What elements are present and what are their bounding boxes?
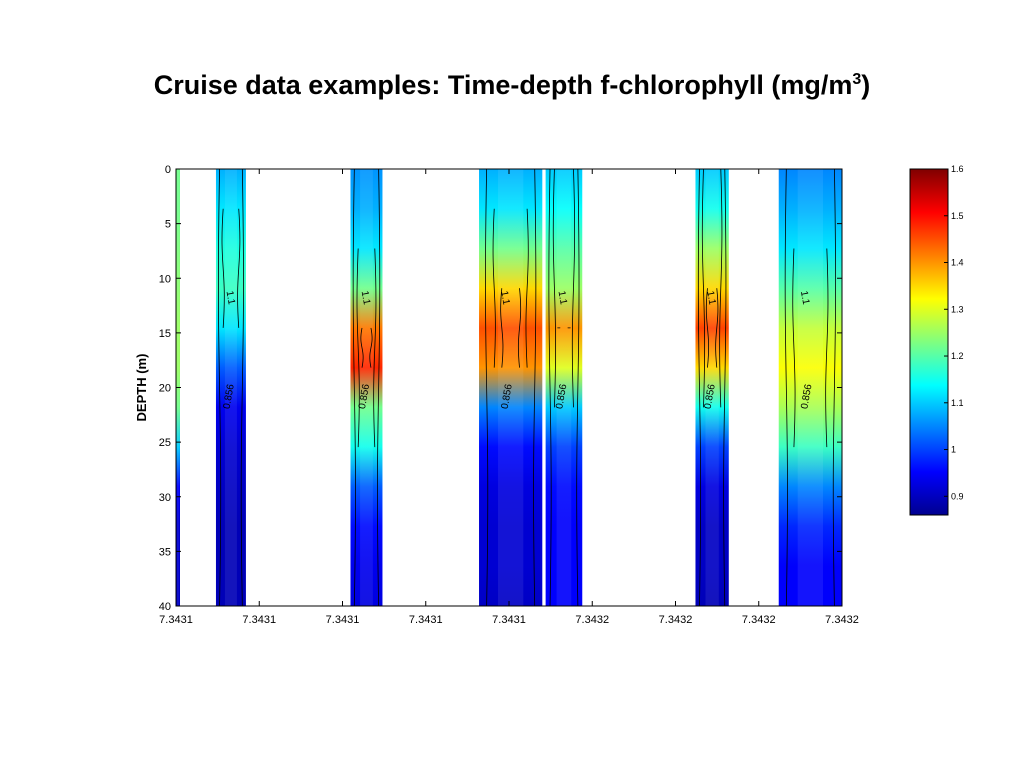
profile-strip-5 [545, 169, 583, 606]
profile-strip-fill [350, 169, 383, 606]
x-tick-label: 7.3431 [492, 614, 526, 626]
contour-line [701, 168, 723, 408]
colorbar-tick-label: 1.5 [951, 211, 964, 221]
x-tick-label: 7.3431 [409, 614, 443, 626]
profile-strip-2 [215, 169, 246, 606]
contour-label: 1.1 [798, 290, 811, 306]
profile-strip-fill [778, 169, 842, 606]
x-tick-label: 7.3432 [575, 614, 609, 626]
contour-label: 0.856 [554, 383, 569, 410]
contour-layer: 1.1 0.856 1.1 0.856 1.1 0.856 1.1 0.856 1.1 0.856… [218, 168, 836, 607]
y-tick-label: 35 [159, 546, 171, 558]
contour-label: 1.1 [704, 290, 717, 306]
colorbar-ticks: 0.9 1 1.1 1.2 1.3 1.4 1.5 1.6 [944, 164, 964, 501]
profile-strip-7 [778, 169, 842, 606]
x-tick-label: 7.3432 [659, 614, 693, 626]
profile-strip-6 [695, 169, 729, 606]
contour-label: 0.856 [357, 383, 372, 410]
contour-line [697, 168, 727, 607]
contour-line [705, 288, 719, 368]
colorbar: 0.9 1 1.1 1.2 1.3 1.4 1.5 1.6 [909, 164, 964, 516]
contour-line [360, 327, 373, 368]
profile-strip-texture [224, 169, 237, 606]
x-tick-label: 7.3431 [326, 614, 360, 626]
colorbar-tick-label: 1 [951, 445, 956, 455]
y-tick-label: 20 [159, 383, 171, 395]
profile-strip-texture [360, 169, 373, 606]
title-main: Cruise data examples: Time-depth f-chlor… [153, 70, 853, 100]
contour-line [784, 168, 836, 607]
contour-label: 0.856 [500, 383, 515, 410]
x-tick-label: 7.3432 [742, 614, 776, 626]
y-tick-label: 5 [165, 219, 171, 231]
contour-line [356, 248, 377, 448]
title-superscript: 3 [852, 71, 862, 88]
profile-strip-fill [215, 169, 246, 606]
y-tick-label: 10 [159, 273, 171, 285]
colorbar-tick-label: 1.1 [951, 398, 964, 408]
colorbar-tick-label: 1.6 [951, 164, 964, 174]
y-tick-label: 30 [159, 492, 171, 504]
contour-label: 0.856 [799, 383, 814, 410]
colorbar-tick-label: 1.4 [951, 258, 964, 268]
colorbar-gradient [909, 168, 949, 516]
contour-line [218, 168, 244, 607]
contour-line [792, 248, 829, 448]
profile-strip-4 [479, 169, 543, 606]
y-tick-label: 40 [159, 601, 171, 613]
profiles-layer [176, 169, 842, 606]
contour-line [221, 208, 241, 328]
colorbar-tick-label: 1.3 [951, 304, 964, 314]
title-end: ) [861, 70, 871, 100]
contour-line [492, 208, 529, 368]
y-tick-label: 25 [159, 437, 171, 449]
y-axis-label: DEPTH (m) [134, 354, 149, 422]
colorbar-tick-label: 1.2 [951, 351, 964, 361]
contour-label: 1.1 [359, 290, 372, 306]
profile-strip-fill [479, 169, 543, 606]
profile-strip-texture [556, 169, 572, 606]
contour-line [552, 168, 576, 408]
contour-label: 1.1 [555, 290, 568, 306]
x-tick-label: 7.3432 [825, 614, 859, 626]
contour-label: 0.856 [222, 383, 237, 410]
profile-strip-texture [797, 169, 824, 606]
contour-line [352, 168, 381, 607]
contour-line [485, 168, 537, 607]
y-tick-label: 0 [165, 164, 171, 176]
slide-title: Cruise data examples: Time-depth f-chlor… [0, 70, 1024, 101]
contour-line [548, 168, 580, 607]
profile-strip-texture [705, 169, 719, 606]
profile-strip-texture [498, 169, 524, 606]
y-tick-label: 15 [159, 328, 171, 340]
x-tick-label: 7.3431 [242, 614, 276, 626]
profile-strip-fill [545, 169, 583, 606]
colorbar-tick-label: 0.9 [951, 491, 964, 501]
x-tick-label: 7.3431 [159, 614, 193, 626]
contour-line [500, 288, 522, 368]
profile-strip-fill [695, 169, 729, 606]
contour-label: 0.856 [703, 383, 718, 410]
contour-label: 1.1 [223, 290, 236, 306]
profile-strip-3 [350, 169, 383, 606]
contour-label: 1.1 [498, 290, 511, 306]
